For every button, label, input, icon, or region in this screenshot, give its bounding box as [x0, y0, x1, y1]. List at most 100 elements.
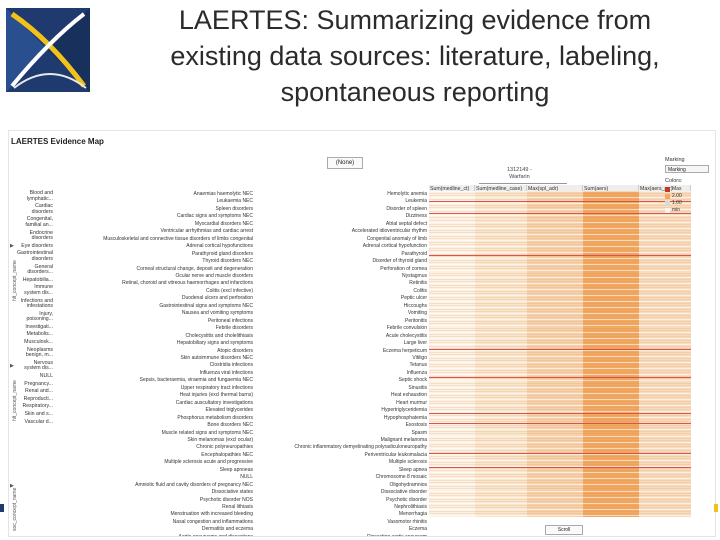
- hlt-term[interactable]: Tetanus: [409, 362, 427, 369]
- soc-term[interactable]: Muscle related signs and symptoms NEC: [161, 429, 253, 436]
- soc-term[interactable]: Heat injuries (excl thermal burns): [179, 392, 253, 399]
- soc-term[interactable]: Thyroid disorders NEC: [202, 258, 253, 265]
- hlt-term[interactable]: Hiccoughs: [403, 302, 427, 309]
- marking-select[interactable]: Marking: [665, 165, 709, 173]
- soc-term[interactable]: Multiple sclerosis acute and progressive: [164, 459, 253, 466]
- column-header[interactable]: Sum(medline_case): [475, 185, 527, 193]
- soc-term[interactable]: Cholecystitis and cholelithiasis: [185, 332, 253, 339]
- hlt-term[interactable]: Nystagmus: [401, 272, 427, 279]
- hlt-term[interactable]: Periventricular leukomalacia: [364, 451, 427, 458]
- hlt-term[interactable]: Vitiligo: [412, 354, 427, 361]
- soc-term[interactable]: Skin autoimmune disorders NEC: [180, 354, 253, 361]
- soc-term[interactable]: Spleen disorders: [215, 205, 253, 212]
- soc-term[interactable]: Aortic aneurysms and dissections: [178, 533, 253, 537]
- soc-term[interactable]: Nasal congestion and inflammations: [172, 518, 253, 525]
- hlt-term[interactable]: Parathyroid: [401, 250, 427, 257]
- soc-term[interactable]: Sepsis, bacteraemia, viraemia and fungae…: [139, 377, 253, 384]
- hlt-term[interactable]: Acute cholecystitis: [385, 332, 427, 339]
- hlt-term[interactable]: Psychotic disorder: [386, 496, 427, 503]
- hlt-term[interactable]: Chromosome 8 mosaic: [375, 474, 427, 481]
- hlt-term[interactable]: Dissociative disorder: [380, 489, 427, 496]
- soc-term[interactable]: Ventricular arrhythmias and cardiac arre…: [160, 228, 253, 235]
- hlt-term[interactable]: Febrile convulsion: [386, 325, 427, 332]
- hlt-term[interactable]: Spasm: [411, 429, 427, 436]
- soc-term[interactable]: Atopic disorders: [217, 347, 253, 354]
- soc-term[interactable]: Febrile disorders: [215, 325, 253, 332]
- soc-term[interactable]: Parathyroid gland disorders: [191, 250, 253, 257]
- hlt-term[interactable]: Heat exhaustion: [390, 392, 427, 399]
- hlt-term[interactable]: Eczema: [408, 526, 427, 533]
- expand-arrow-icon[interactable]: ▶: [10, 243, 14, 249]
- hlt-term[interactable]: Colitis: [413, 287, 427, 294]
- soc-term[interactable]: Phosphorus metabolism disorders: [177, 414, 253, 421]
- soc-term[interactable]: Cardiac auscultatory investigations: [175, 399, 253, 406]
- column-header[interactable]: Sum(medline_ct): [429, 185, 475, 193]
- hlt-term[interactable]: Peritonitis: [405, 317, 427, 324]
- hlt-term[interactable]: Large liver: [403, 340, 427, 347]
- column-header[interactable]: Sum(aers): [583, 185, 639, 193]
- soc-term[interactable]: Clostridia infections: [209, 362, 253, 369]
- soc-term[interactable]: Dermatitis and eczema: [201, 526, 253, 533]
- hlt-term[interactable]: Malignant melanoma: [380, 436, 427, 443]
- hlt-term[interactable]: Septic shock: [398, 377, 427, 384]
- soc-term[interactable]: Sleep apnoeas: [219, 466, 253, 473]
- hlt-term[interactable]: Atrial septal defect: [385, 220, 427, 227]
- hlt-term[interactable]: Chronic inflammatory demyelinating polyr…: [294, 444, 427, 451]
- hlt-term[interactable]: Disorder of thyroid gland: [372, 258, 427, 265]
- soc-term[interactable]: Renal lithiasis: [222, 504, 253, 511]
- concept-select[interactable]: (None): [327, 157, 363, 169]
- hlt-term[interactable]: Vomiting: [407, 310, 427, 317]
- hlt-term[interactable]: Congenital anomaly of limb: [366, 235, 427, 242]
- column-header[interactable]: Max(spl_adr): [527, 185, 583, 193]
- hlt-term[interactable]: Exostosis: [405, 422, 427, 429]
- hlt-term[interactable]: Dissecting aortic aneurysm: [366, 533, 427, 537]
- hlt-term[interactable]: Retinitis: [409, 280, 427, 287]
- soc-term[interactable]: Skin melanomas (excl ocular): [187, 436, 253, 443]
- scroll-select[interactable]: Scroll: [545, 525, 583, 535]
- expand-arrow-icon[interactable]: ▶: [10, 483, 14, 489]
- soc-term[interactable]: Dissociative states: [211, 489, 253, 496]
- hlt-term[interactable]: Heart murmur: [396, 399, 427, 406]
- hlt-term[interactable]: Accelerated idioventricular rhythm: [351, 228, 427, 235]
- soc-term[interactable]: Duodenal ulcers and perforation: [181, 295, 253, 302]
- soc-term[interactable]: Hepatobiliary signs and symptoms: [176, 340, 253, 347]
- soc-term[interactable]: Ocular nerve and muscle disorders: [175, 272, 253, 279]
- hlt-term[interactable]: Vasomotor rhinitis: [387, 518, 427, 525]
- hlt-term[interactable]: Peptic ulcer: [400, 295, 427, 302]
- soc-term[interactable]: Chronic polyneuropathies: [196, 444, 253, 451]
- expand-arrow-icon[interactable]: ▶: [10, 363, 14, 369]
- soc-term[interactable]: Adrenal cortical hypofunctions: [186, 243, 253, 250]
- hlt-term[interactable]: Nephrolithiasis: [394, 504, 427, 511]
- hlt-term[interactable]: Hypophosphatemia: [383, 414, 427, 421]
- evidence-heatmap[interactable]: [429, 191, 691, 517]
- soc-term[interactable]: Anaemias haemolytic NEC: [193, 191, 253, 197]
- soc-term[interactable]: Menstruation with increased bleeding: [170, 511, 253, 518]
- soc-term[interactable]: Cardiac signs and symptoms NEC: [176, 213, 253, 220]
- soc-term[interactable]: Colitis (excl infective): [206, 287, 253, 294]
- hlt-term[interactable]: Influenza: [406, 369, 427, 376]
- soc-term[interactable]: Leukaemia NEC: [216, 198, 253, 205]
- soc-term[interactable]: Gastrointestinal signs and symptoms NEC: [159, 302, 253, 309]
- hlt-term[interactable]: Disorder of spleen: [386, 205, 427, 212]
- hlt-term[interactable]: Leukemia: [405, 198, 427, 205]
- soc-term[interactable]: Corneal structural change, deposit and d…: [136, 265, 253, 272]
- soc-term[interactable]: Encephalopathies NEC: [201, 451, 253, 458]
- soc-term[interactable]: Retinal, choroid and vitreous haemorrhag…: [122, 280, 253, 287]
- hlt-term[interactable]: Multiple sclerosis: [388, 459, 427, 466]
- soc-term[interactable]: Peritoneal infections: [207, 317, 253, 324]
- soc-term[interactable]: Amniotic fluid and cavity disorders of p…: [135, 481, 253, 488]
- soc-term[interactable]: Nausea and vomiting symptoms: [181, 310, 253, 317]
- soc-term[interactable]: NULL: [240, 474, 253, 481]
- hlt-term[interactable]: Dizziness: [405, 213, 427, 220]
- hlt-term[interactable]: Menorrhagia: [398, 511, 427, 518]
- hlt-term[interactable]: Hemolytic anemia: [387, 191, 427, 197]
- hlt-term[interactable]: Hypertriglyceridemia: [381, 407, 427, 414]
- hlt-term[interactable]: Perforation of cornea: [380, 265, 427, 272]
- soc-term[interactable]: Myocardial disorders NEC: [194, 220, 253, 227]
- soc-term[interactable]: Psychotic disorder NOS: [199, 496, 253, 503]
- soc-term[interactable]: Musculoskeletal and connective tissue di…: [103, 235, 253, 242]
- hlt-term[interactable]: Oligohydramnios: [389, 481, 427, 488]
- soc-term[interactable]: Elevated triglycerides: [205, 407, 253, 414]
- soc-term[interactable]: Bone disorders NEC: [207, 422, 253, 429]
- soc-term[interactable]: Upper respiratory tract infections: [180, 384, 253, 391]
